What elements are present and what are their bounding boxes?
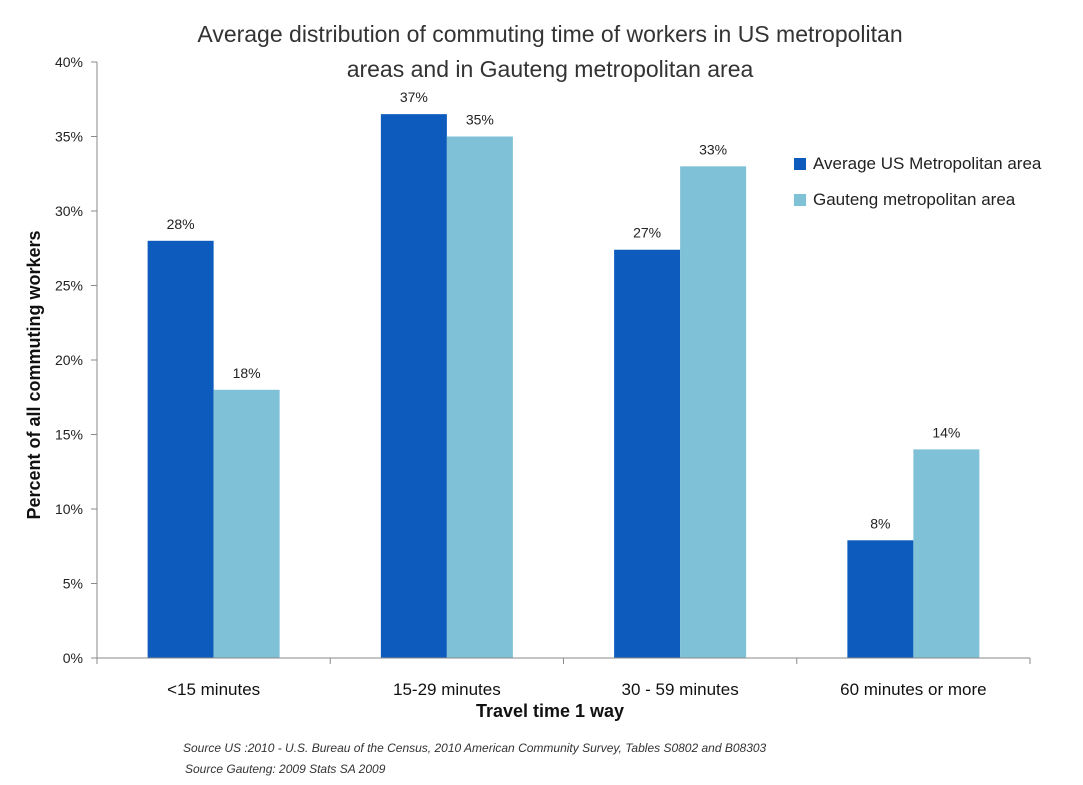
y-tick-label: 0% [63,650,83,666]
y-tick-label: 5% [63,576,83,592]
bar-us [614,249,681,659]
bar-gauteng [680,166,747,659]
bar-us [847,540,914,658]
x-axis: <15 minutes 15-29 minutes 30 - 59 minutes 6… [96,657,1031,699]
y-tick-label: 15% [55,427,83,443]
y-tick-label: 30% [55,203,83,219]
source-gauteng: Source Gauteng: 2009 Stats SA 2009 [185,762,386,776]
x-category-label: 15-29 minutes [393,680,501,699]
legend-swatch [794,158,806,170]
y-axis: 0% 5% 10% 15% 20% 25% 30% 35% 40% [55,54,98,666]
legend-swatch [794,194,806,206]
bar-data-label: 35% [466,112,494,128]
bar-data-label: 18% [233,365,261,381]
x-category-label: 60 minutes or more [840,680,986,699]
y-tick-label: 40% [55,54,83,70]
legend-label: Gauteng metropolitan area [813,190,1016,209]
bar-data-label: 37% [400,89,428,105]
legend: Average US Metropolitan area Gauteng metr… [794,154,1042,209]
chart-title-line-1: Average distribution of commuting time o… [197,21,902,47]
bar-us [147,240,214,659]
bar-data-label: 8% [870,515,890,531]
x-category-label: <15 minutes [167,680,260,699]
x-axis-title: Travel time 1 way [476,701,624,721]
y-tick-label: 25% [55,278,83,294]
bars-group: 28% 18% 37% 35% 27% 33% 8% 14% [147,89,980,659]
bar-data-label: 14% [932,424,960,440]
legend-label: Average US Metropolitan area [813,154,1042,173]
source-us: Source US :2010 - U.S. Bureau of the Cen… [183,741,767,755]
y-axis-title: Percent of all commuting workers [24,230,44,519]
bar-data-label: 33% [699,141,727,157]
source-notes: Source US :2010 - U.S. Bureau of the Cen… [183,741,767,776]
y-tick-label: 35% [55,129,83,145]
bar-gauteng [446,136,513,658]
y-tick-label: 10% [55,501,83,517]
bar-us [380,114,447,658]
chart-title: Average distribution of commuting time o… [197,21,902,82]
x-category-label: 30 - 59 minutes [622,680,739,699]
bar-data-label: 28% [167,216,195,232]
chart-title-line-2: areas and in Gauteng metropolitan area [347,56,754,82]
bar-gauteng [213,389,280,658]
y-tick-label: 20% [55,352,83,368]
bar-data-label: 27% [633,225,661,241]
bar-gauteng [913,449,980,658]
